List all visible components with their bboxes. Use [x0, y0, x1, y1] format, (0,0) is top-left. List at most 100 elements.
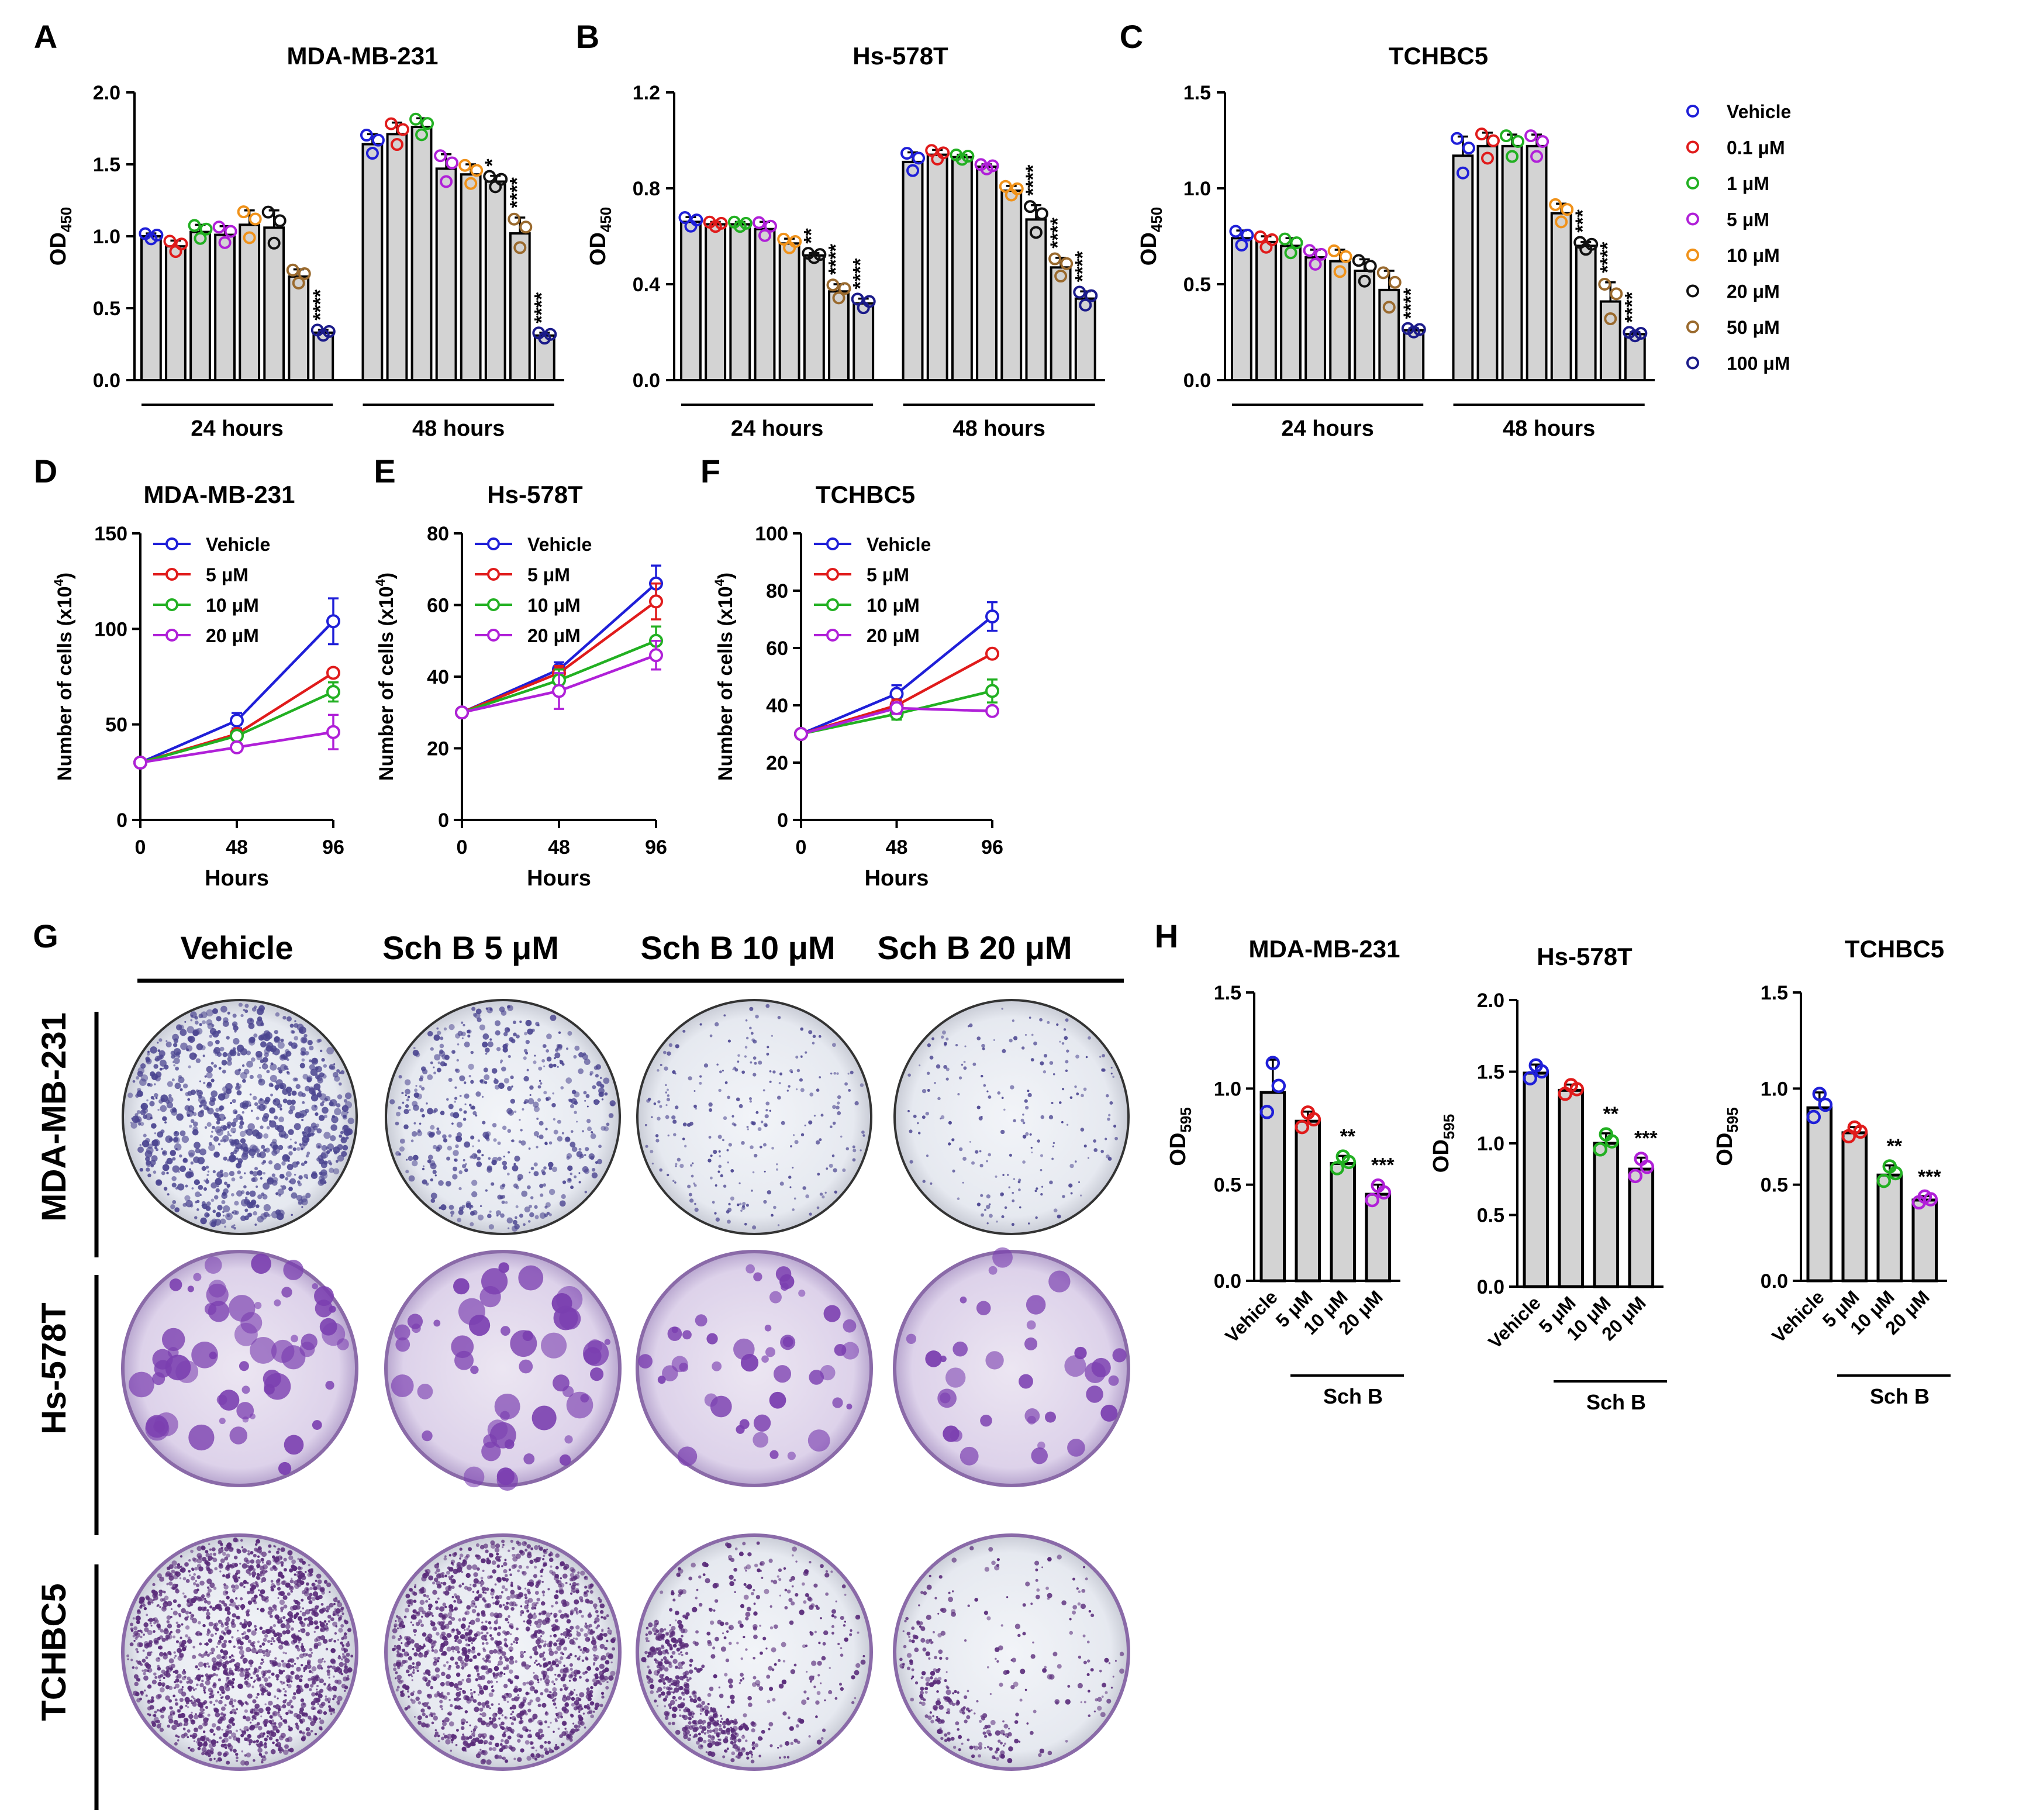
colony — [546, 1049, 550, 1053]
data-point — [1309, 257, 1322, 271]
colony — [412, 1662, 415, 1665]
colony — [313, 1631, 316, 1633]
colony — [313, 1715, 316, 1718]
colony — [218, 1619, 221, 1622]
colony — [306, 1177, 309, 1180]
colony — [239, 1582, 244, 1587]
y-tick-label: 0.0 — [633, 370, 660, 392]
colony — [584, 1168, 590, 1174]
colony — [347, 1118, 354, 1125]
colony — [1019, 1206, 1021, 1209]
colony — [209, 1582, 215, 1588]
colony — [523, 1101, 527, 1105]
colony — [204, 1303, 217, 1315]
colony — [274, 1608, 277, 1611]
colony — [476, 1161, 482, 1167]
colony — [183, 1595, 187, 1598]
colony — [440, 1204, 447, 1211]
colony — [194, 1698, 198, 1702]
colony — [243, 1631, 247, 1635]
colony — [278, 1725, 281, 1729]
colony — [148, 1713, 151, 1716]
colony — [203, 1597, 206, 1600]
colony — [574, 1607, 578, 1612]
colony — [709, 1034, 713, 1037]
colony — [544, 1205, 548, 1209]
colony — [170, 1204, 175, 1209]
colony — [1058, 1101, 1062, 1104]
colony — [182, 1592, 185, 1595]
colony — [519, 1359, 533, 1374]
colony — [505, 1618, 509, 1622]
colony — [227, 1130, 230, 1133]
colony — [226, 1677, 229, 1681]
colony — [257, 1640, 260, 1643]
colony — [584, 1190, 588, 1194]
colony — [171, 1176, 177, 1181]
colony — [233, 1711, 237, 1715]
colony — [215, 1712, 220, 1718]
colony — [138, 1122, 141, 1126]
colony — [940, 1355, 947, 1363]
colony — [306, 1152, 310, 1155]
colony — [156, 1724, 161, 1729]
colony — [206, 1615, 210, 1620]
colony — [279, 1750, 282, 1754]
colony — [153, 1672, 157, 1676]
colony — [524, 1032, 528, 1036]
colony — [816, 1140, 820, 1145]
data-point — [1524, 129, 1538, 143]
colony — [198, 1725, 203, 1730]
legend-marker — [1686, 105, 1699, 118]
colony — [143, 1622, 149, 1628]
colony — [221, 1199, 226, 1204]
colony — [464, 1662, 468, 1666]
colony — [248, 1149, 256, 1156]
colony — [215, 1178, 222, 1185]
colony — [450, 1215, 453, 1217]
colony — [194, 1142, 201, 1149]
colony — [569, 1583, 571, 1585]
colony — [477, 1149, 481, 1154]
colony — [249, 1743, 251, 1746]
colony — [1024, 1033, 1027, 1036]
colony — [179, 1154, 182, 1158]
colony — [417, 1721, 422, 1725]
colony-plate — [636, 999, 872, 1235]
colony — [191, 1015, 194, 1017]
colony — [335, 1597, 338, 1600]
colony — [499, 1006, 505, 1012]
colony — [504, 1739, 509, 1745]
colony — [264, 1682, 269, 1687]
colony — [1043, 1054, 1048, 1058]
legend-label: 10 μM — [527, 595, 581, 616]
colony — [261, 1063, 268, 1070]
colony — [249, 1190, 256, 1197]
colony — [157, 1573, 162, 1578]
legend-label: 20 μM — [527, 625, 581, 646]
colony — [408, 1674, 411, 1677]
colony — [525, 1019, 532, 1026]
colony — [528, 1718, 532, 1722]
data-point — [224, 225, 237, 238]
colony — [662, 1050, 667, 1054]
colony — [430, 1198, 436, 1203]
colony — [162, 1164, 170, 1171]
colony — [205, 1650, 208, 1653]
colony — [181, 1623, 184, 1626]
colony — [215, 1126, 222, 1133]
colony — [219, 1716, 224, 1721]
colony — [220, 1546, 223, 1549]
colony — [310, 1568, 314, 1571]
colony — [256, 1185, 258, 1188]
colony — [565, 1077, 572, 1084]
legend-marker — [487, 629, 500, 642]
colony — [313, 1718, 317, 1722]
colony — [327, 1672, 330, 1676]
colony — [203, 1717, 209, 1723]
data-point — [267, 236, 281, 250]
colony — [667, 1134, 669, 1137]
colony — [217, 1691, 220, 1694]
colony — [288, 1187, 293, 1191]
colony — [264, 1703, 267, 1705]
